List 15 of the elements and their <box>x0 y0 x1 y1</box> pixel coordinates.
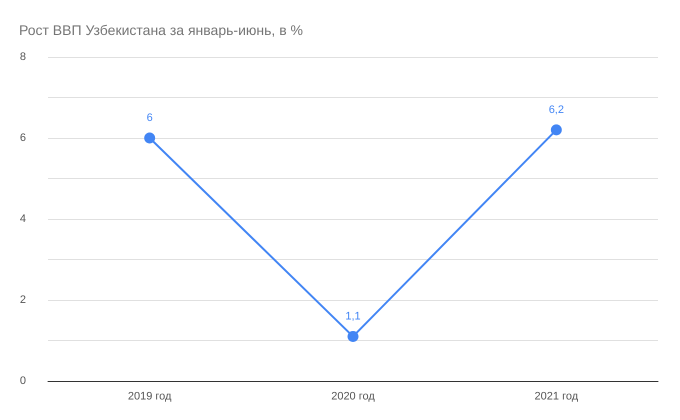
point <box>144 132 156 144</box>
point <box>348 330 358 342</box>
data-label: 6 <box>146 112 153 124</box>
y-tick-label: 2 <box>20 294 26 306</box>
x-tick-label: 2021 год <box>534 390 579 402</box>
chart-title: Рост ВВП Узбекистана за январь-июнь, в % <box>19 22 303 38</box>
y-tick-label: 4 <box>20 213 26 225</box>
point <box>550 124 562 136</box>
y-tick-label: 0 <box>20 375 26 387</box>
x-tick-label: 2020 год <box>331 390 376 402</box>
x-tick-label: 2019 год <box>128 390 172 402</box>
y-tick-label: 6 <box>20 132 26 144</box>
y-tick-label: 8 <box>20 51 26 63</box>
data-label: 6,2 <box>548 104 564 116</box>
data-label: 1,1 <box>345 310 361 322</box>
